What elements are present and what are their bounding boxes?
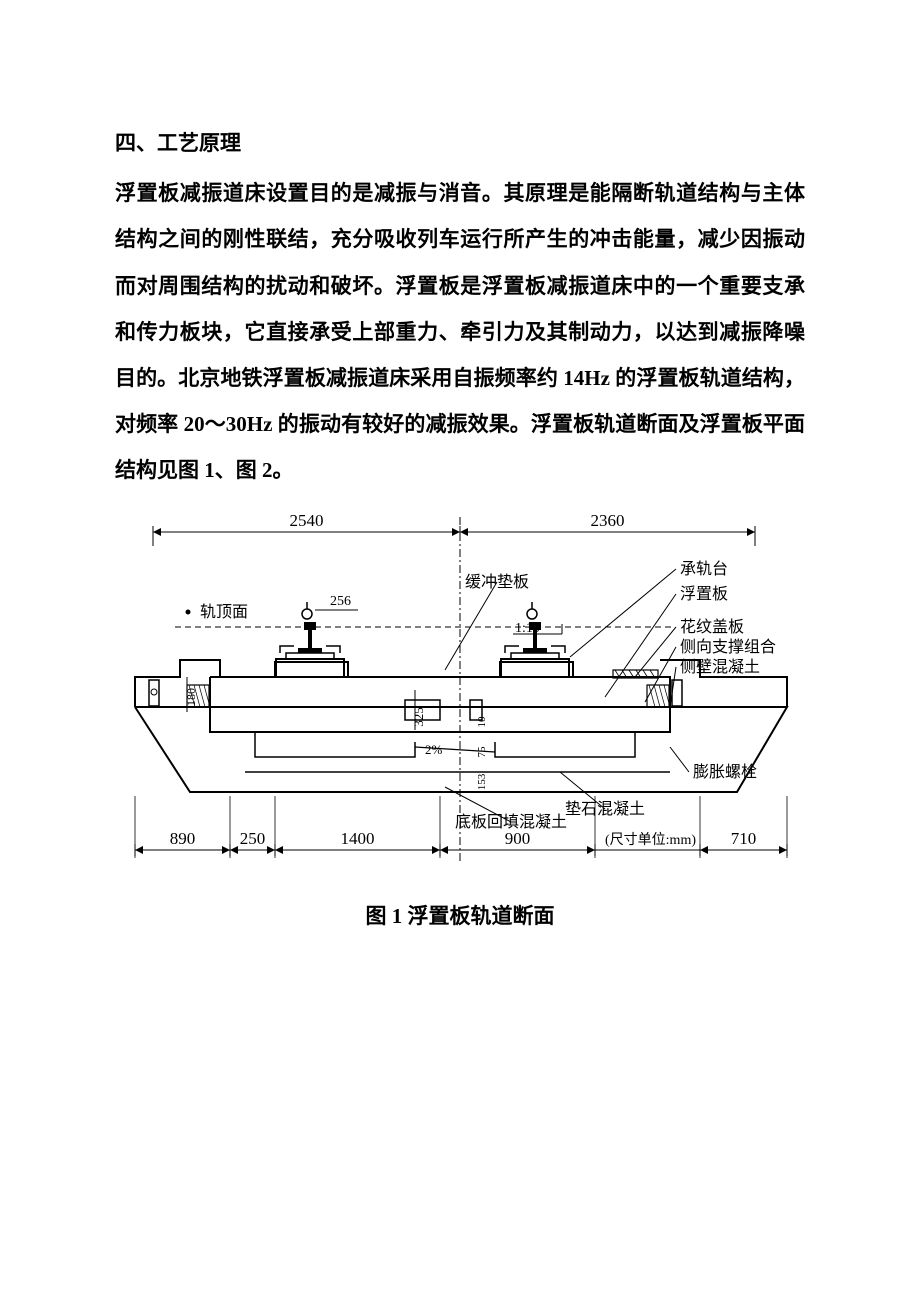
svg-text:2540: 2540 [290,511,324,530]
svg-text:325: 325 [411,707,426,727]
svg-text:侧壁混凝土: 侧壁混凝土 [680,657,760,676]
svg-text:垫石混凝土: 垫石混凝土 [565,800,645,818]
svg-text:2360: 2360 [591,511,625,530]
svg-text:256: 256 [330,594,351,609]
svg-text:轨顶面: 轨顶面 [200,603,248,621]
figure-1-diagram: 25402360轨顶面2561:102%3251801075153缓冲垫板底板回… [115,502,805,882]
svg-text:膨胀螺栓: 膨胀螺栓 [693,763,757,781]
svg-text:75: 75 [476,746,488,758]
svg-text:(尺寸单位:mm): (尺寸单位:mm) [605,832,696,848]
svg-text:花纹盖板: 花纹盖板 [680,618,744,636]
svg-text:710: 710 [731,829,757,848]
svg-text:承轨台: 承轨台 [680,560,728,578]
figure-1-caption: 图 1 浮置板轨道断面 [115,900,805,930]
body-paragraph: 浮置板减振道床设置目的是减振与消音。其原理是能隔断轨道结构与主体结构之间的刚性联… [115,170,805,493]
svg-text:侧向支撑组合: 侧向支撑组合 [680,638,776,656]
svg-text:153: 153 [476,773,488,790]
svg-text:250: 250 [240,829,266,848]
svg-text:缓冲垫板: 缓冲垫板 [465,573,529,591]
svg-text:180: 180 [184,688,198,706]
svg-text:浮置板: 浮置板 [680,585,728,603]
section-heading: 四、工艺原理 [115,120,805,166]
svg-text:890: 890 [170,829,196,848]
svg-text:10: 10 [476,716,488,728]
svg-text:2%: 2% [425,742,443,757]
figure-1-container: 25402360轨顶面2561:102%3251801075153缓冲垫板底板回… [115,502,805,930]
svg-text:1400: 1400 [341,829,375,848]
svg-text:900: 900 [505,829,531,848]
